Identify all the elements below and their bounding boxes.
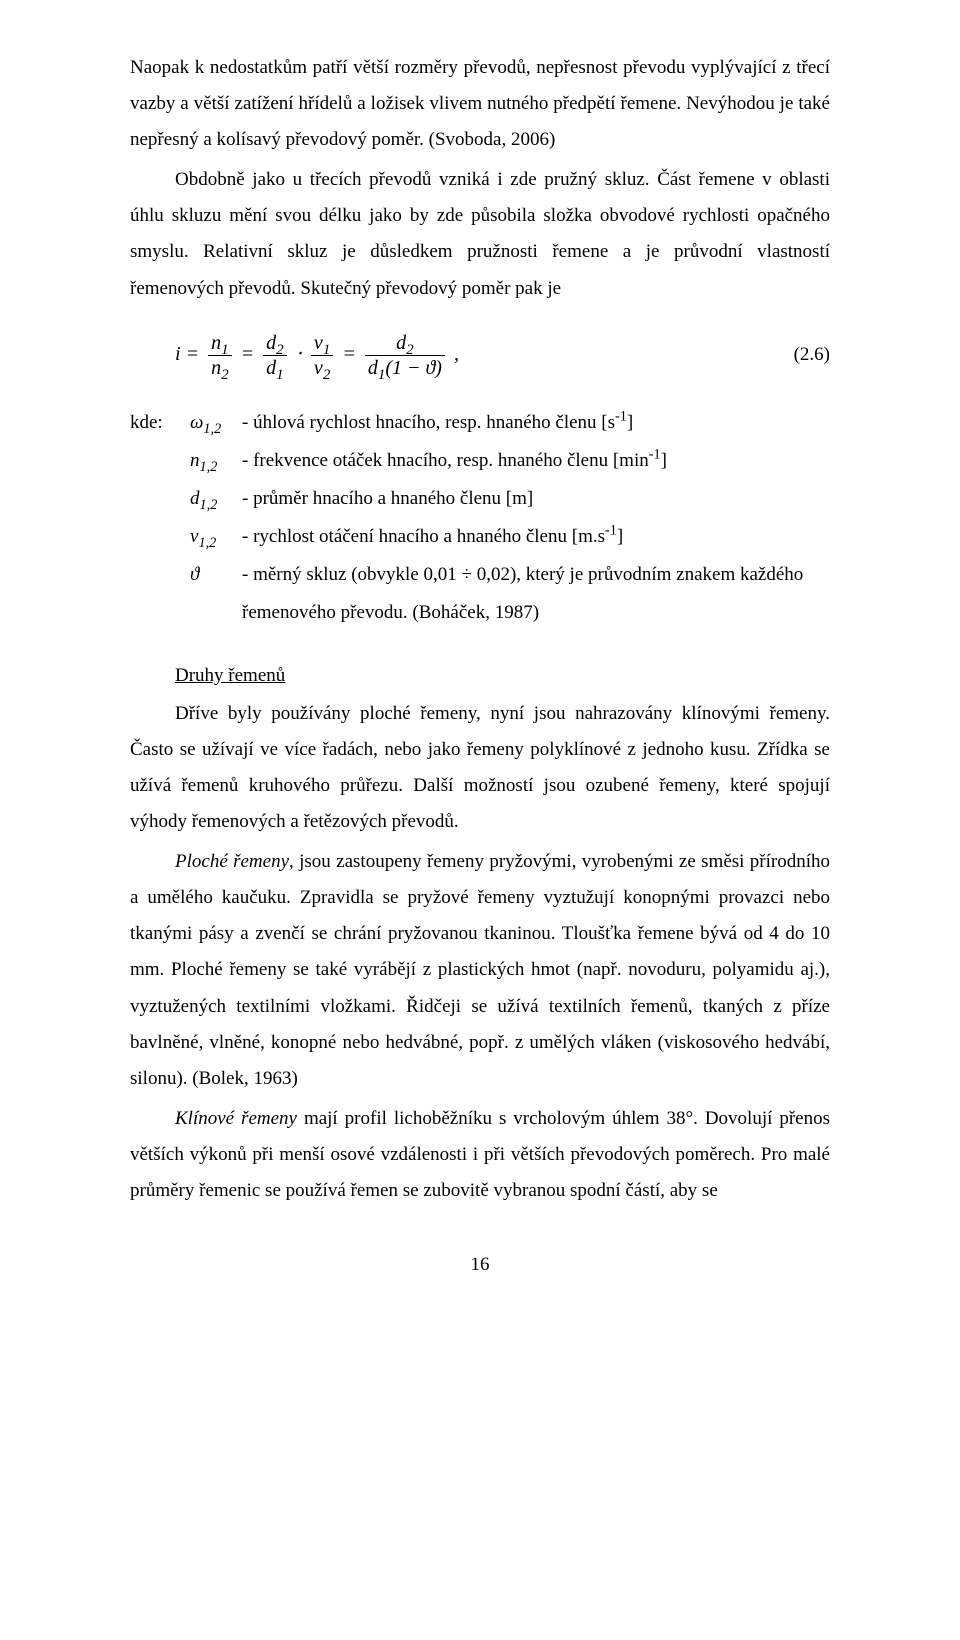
eq-f3-den: v xyxy=(314,357,323,379)
term-ploche-remeny: Ploché řemeny xyxy=(175,851,289,872)
where-sym-5: ϑ xyxy=(190,556,242,632)
eq-equals: = xyxy=(241,343,260,365)
eq-f1-num: n xyxy=(211,332,221,354)
equation-row: i = n1 n2 = d2 d1 ⋅ v1 v2 = d2 d1(1 − ϑ) xyxy=(130,333,830,378)
eq-f4-num-sub: 2 xyxy=(406,342,414,358)
eq-f3-num-sub: 1 xyxy=(323,342,331,358)
paragraph-5: Klínové řemeny mají profil lichoběžníku … xyxy=(130,1101,830,1209)
eq-comma: , xyxy=(454,343,459,365)
eq-f3-den-sub: 2 xyxy=(323,367,331,383)
where-row-5: ϑ - měrný skluz (obvykle 0,01 ÷ 0,02), k… xyxy=(130,556,830,632)
paragraph-4-body: , jsou zastoupeny řemeny pryžovými, vyro… xyxy=(130,851,830,1089)
where-sym-2: n1,2 xyxy=(190,442,242,480)
paragraph-1: Naopak k nedostatkům patří větší rozměry… xyxy=(130,50,830,158)
eq-f2-num: d xyxy=(266,332,276,354)
section-heading: Druhy řemenů xyxy=(130,658,830,694)
eq-f2-den: d xyxy=(266,357,276,379)
where-sym-1: ω1,2 xyxy=(190,404,242,442)
eq-frac-3: v1 v2 xyxy=(311,333,333,378)
where-desc-4: - rychlost otáčení hnacího a hnaného čle… xyxy=(242,518,830,556)
eq-f3-num: v xyxy=(314,332,323,354)
where-sym-4: v1,2 xyxy=(190,518,242,556)
eq-f4-num: d xyxy=(396,332,406,354)
where-label: kde: xyxy=(130,404,190,442)
eq-f4-den-a: d xyxy=(368,357,378,379)
eq-f1-den: n xyxy=(211,357,221,379)
eq-f1-num-sub: 1 xyxy=(221,342,229,358)
eq-equals: = xyxy=(342,343,361,365)
eq-frac-1: n1 n2 xyxy=(208,333,232,378)
equation: i = n1 n2 = d2 d1 ⋅ v1 v2 = d2 d1(1 − ϑ) xyxy=(130,333,459,378)
where-desc-1: - úhlová rychlost hnacího, resp. hnaného… xyxy=(242,404,830,442)
where-block: kde: ω1,2 - úhlová rychlost hnacího, res… xyxy=(130,404,830,632)
eq-f2-den-sub: 1 xyxy=(276,367,284,383)
where-row-1: kde: ω1,2 - úhlová rychlost hnacího, res… xyxy=(130,404,830,442)
paragraph-3: Dříve byly používány ploché řemeny, nyní… xyxy=(130,696,830,840)
term-klinove-remeny: Klínové řemeny xyxy=(175,1108,297,1129)
where-row-3: d1,2 - průměr hnacího a hnaného členu [m… xyxy=(130,480,830,518)
page-number: 16 xyxy=(130,1247,830,1283)
eq-dot: ⋅ xyxy=(296,343,307,365)
paragraph-2: Obdobně jako u třecích převodů vzniká i … xyxy=(130,162,830,306)
where-desc-3: - průměr hnacího a hnaného členu [m] xyxy=(242,480,830,518)
eq-frac-4: d2 d1(1 − ϑ) xyxy=(365,333,445,378)
where-sym-3: d1,2 xyxy=(190,480,242,518)
equation-number: (2.6) xyxy=(794,337,830,373)
eq-lhs: i xyxy=(175,343,181,365)
eq-f4-den-b: (1 − ϑ) xyxy=(385,357,442,379)
paragraph-4: Ploché řemeny, jsou zastoupeny řemeny pr… xyxy=(130,844,830,1097)
where-row-4: v1,2 - rychlost otáčení hnacího a hnanéh… xyxy=(130,518,830,556)
eq-equals: = xyxy=(186,343,205,365)
eq-f2-num-sub: 2 xyxy=(276,342,284,358)
eq-f1-den-sub: 2 xyxy=(221,367,229,383)
eq-frac-2: d2 d1 xyxy=(263,333,287,378)
where-row-2: n1,2 - frekvence otáček hnacího, resp. h… xyxy=(130,442,830,480)
where-desc-2: - frekvence otáček hnacího, resp. hnanéh… xyxy=(242,442,830,480)
where-desc-5: - měrný skluz (obvykle 0,01 ÷ 0,02), kte… xyxy=(242,556,830,632)
document-page: Naopak k nedostatkům patří větší rozměry… xyxy=(0,0,960,1640)
